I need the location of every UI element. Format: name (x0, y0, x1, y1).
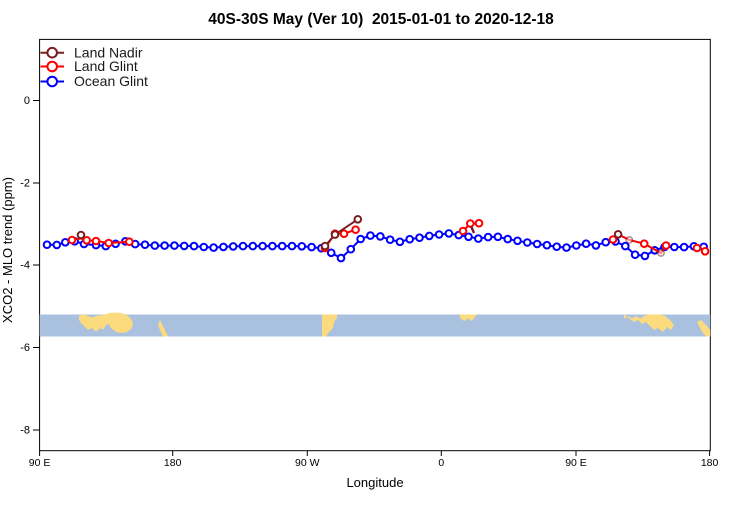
svg-text:XCO2 - MLO trend (ppm): XCO2 - MLO trend (ppm) (0, 177, 15, 323)
svg-text:-6: -6 (20, 342, 30, 354)
svg-text:90 W: 90 W (295, 457, 320, 469)
svg-text:0: 0 (438, 457, 444, 469)
svg-text:0: 0 (24, 95, 30, 107)
svg-text:Ocean Glint: Ocean Glint (74, 73, 148, 89)
svg-text:Land Glint: Land Glint (74, 58, 138, 74)
svg-text:-8: -8 (20, 425, 30, 437)
svg-text:-4: -4 (20, 260, 30, 272)
svg-text:180: 180 (701, 457, 719, 469)
svg-text:Longitude: Longitude (346, 475, 403, 490)
svg-text:90 E: 90 E (29, 457, 51, 469)
svg-text:180: 180 (164, 457, 182, 469)
svg-text:90 E: 90 E (565, 457, 587, 469)
svg-text:-2: -2 (20, 178, 30, 190)
